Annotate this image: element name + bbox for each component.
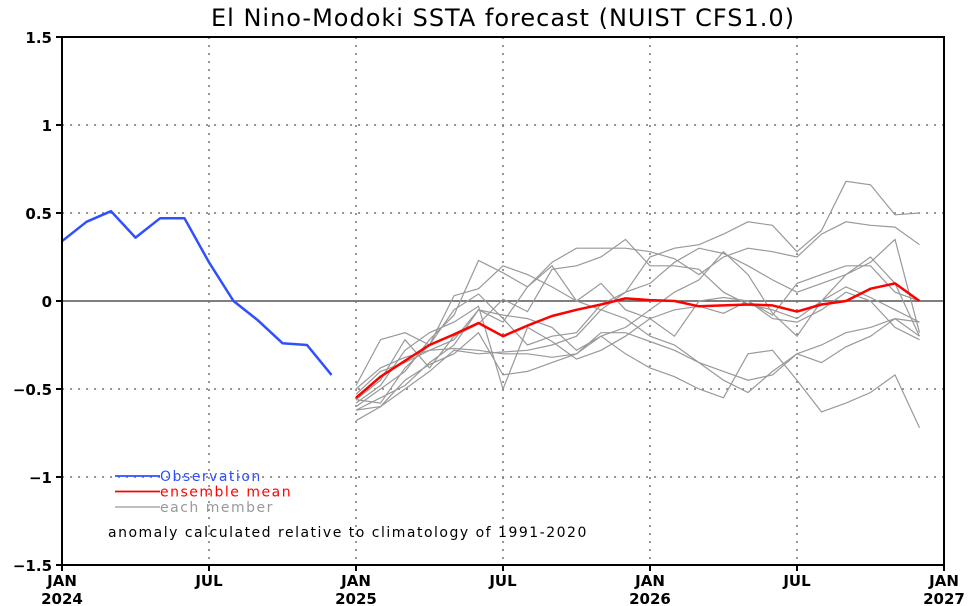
legend-label: each member xyxy=(160,500,274,516)
y-tick-label: 0 xyxy=(42,293,52,311)
member-lines xyxy=(355,180,921,428)
main-lines xyxy=(61,209,921,399)
ensemble-mean-line xyxy=(355,282,921,399)
x-tick-label: JUL xyxy=(488,572,517,590)
chart-title: El Nino-Modoki SSTA forecast (NUIST CFS1… xyxy=(211,4,795,32)
y-tick-label: 0.5 xyxy=(25,205,52,223)
x-tick-year: 2026 xyxy=(629,590,671,606)
x-tick-label: JAN xyxy=(928,572,959,590)
member-line xyxy=(355,265,920,404)
x-tick-year: 2024 xyxy=(41,590,83,606)
x-tick-label: JAN xyxy=(634,572,665,590)
x-tick-year: 2027 xyxy=(923,590,965,606)
member-line xyxy=(355,250,920,390)
x-tick-label: JAN xyxy=(340,572,371,590)
x-tick-year: 2025 xyxy=(335,590,377,606)
climatology-note: anomaly calculated relative to climatolo… xyxy=(108,525,588,541)
x-tick-label: JAN xyxy=(46,572,77,590)
member-line xyxy=(355,238,921,411)
member-line xyxy=(355,238,921,401)
x-tick-label: JUL xyxy=(782,572,811,590)
y-tick-label: 1 xyxy=(42,117,52,135)
x-tick-label: JUL xyxy=(194,572,223,590)
y-tick-label: −1 xyxy=(29,469,52,487)
observation-line xyxy=(61,209,333,376)
y-tick-label: 1.5 xyxy=(25,29,52,47)
legend-label: ensemble mean xyxy=(160,485,292,501)
legend-label: Observation xyxy=(160,469,262,485)
member-line xyxy=(355,309,921,428)
member-line xyxy=(355,221,920,408)
member-line xyxy=(355,264,920,395)
y-tick-label: −1.5 xyxy=(13,557,52,575)
y-tick-label: −0.5 xyxy=(13,381,52,399)
y-axis: 1.5 1 0.5 0 −0.5 −1 −1.5 xyxy=(13,29,62,575)
member-line xyxy=(355,180,920,386)
member-line xyxy=(355,291,920,404)
member-line xyxy=(355,317,920,422)
